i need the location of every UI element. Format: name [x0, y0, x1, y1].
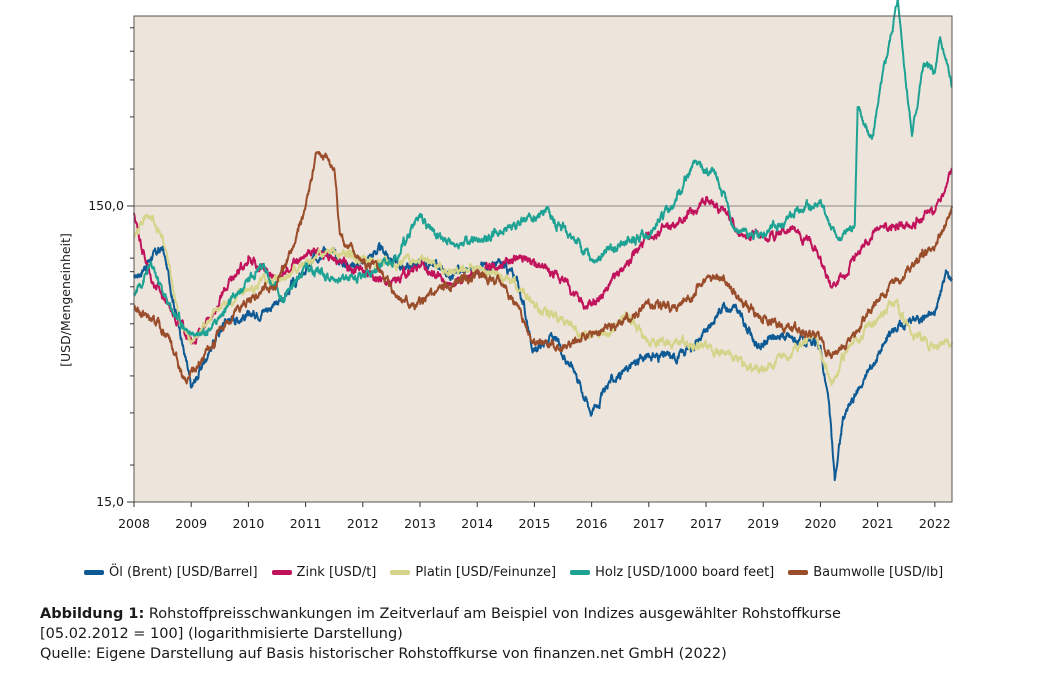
caption-bold: Abbildung 1:: [40, 606, 145, 622]
legend-item-oel: Öl (Brent) [USD/Barrel]: [84, 565, 258, 580]
figure-caption: Abbildung 1: Rohstoffpreisschwankungen i…: [40, 604, 1000, 664]
x-tick-label: 2010: [232, 516, 264, 531]
x-tick-label: 2016: [576, 516, 608, 531]
x-tick-label: 2015: [519, 516, 551, 531]
x-tick-label: 2017: [690, 516, 722, 531]
x-tick-label: 2008: [118, 516, 150, 531]
axis-layer: 2008 2009 2010 2011 2012 2013 2014 2015 2016 2017…: [88, 27, 951, 531]
series-layer: [133, 0, 953, 503]
caption-line-2: [05.02.2012 = 100] (logarithmisierte Dar…: [40, 626, 403, 642]
x-tick-label: 2013: [404, 516, 436, 531]
legend-swatch-zink: [271, 570, 292, 575]
x-tick-label: 2019: [747, 516, 779, 531]
legend-label-zink: Zink [USD/t]: [296, 565, 377, 580]
legend-item-baumwolle: Baumwolle [USD/lb]: [788, 565, 943, 580]
legend-item-zink: Zink [USD/t]: [271, 565, 377, 580]
y-axis-label: [USD/Mengeneinheit]: [58, 233, 73, 367]
x-tick-label: 2009: [175, 516, 207, 531]
x-tick-label: 2014: [461, 516, 493, 531]
caption-source: Quelle: Eigene Darstellung auf Basis his…: [40, 646, 727, 662]
legend-swatch-holz: [570, 570, 591, 575]
legend: Öl (Brent) [USD/Barrel] Zink [USD/t] Pla…: [84, 565, 984, 580]
legend-item-platin: Platin [USD/Feinunze]: [390, 565, 556, 580]
legend-label-holz: Holz [USD/1000 board feet]: [595, 565, 775, 580]
legend-swatch-baumwolle: [788, 570, 809, 575]
caption-text: Rohstoffpreisschwankungen im Zeitverlauf…: [144, 606, 841, 622]
legend-label-oel: Öl (Brent) [USD/Barrel]: [109, 565, 258, 580]
caption-line-1: Abbildung 1: Rohstoffpreisschwankungen i…: [40, 604, 1000, 624]
plot-area: [133, 15, 953, 503]
x-tick-label: 2012: [347, 516, 379, 531]
chart: 2008 2009 2010 2011 2012 2013 2014 2015 2016 2017…: [58, 0, 953, 531]
y-tick-label: 150,0: [88, 198, 124, 213]
legend-swatch-platin: [390, 570, 411, 575]
legend-label-platin: Platin [USD/Feinunze]: [415, 565, 557, 580]
legend-label-baumwolle: Baumwolle [USD/lb]: [813, 565, 944, 580]
x-tick-label: 2020: [805, 516, 837, 531]
legend-item-holz: Holz [USD/1000 board feet]: [570, 565, 774, 580]
x-tick-label: 2021: [862, 516, 894, 531]
x-tick-label: 2011: [290, 516, 322, 531]
y-tick-label: 15,0: [96, 494, 124, 509]
legend-swatch-oel: [84, 570, 104, 575]
plot-frame: [133, 15, 953, 503]
series-line-holz: [133, 0, 953, 337]
series-line-zink: [133, 167, 953, 345]
x-tick-label: 2022: [919, 516, 951, 531]
x-tick-label: 2017: [633, 516, 665, 531]
series-line-baumwolle: [133, 151, 953, 385]
